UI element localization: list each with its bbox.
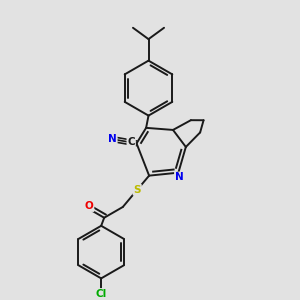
Text: Cl: Cl <box>96 289 107 299</box>
Text: N: N <box>175 172 184 182</box>
Text: N: N <box>108 134 117 144</box>
Text: C: C <box>128 137 135 147</box>
Text: S: S <box>134 185 141 195</box>
Text: O: O <box>85 201 94 211</box>
